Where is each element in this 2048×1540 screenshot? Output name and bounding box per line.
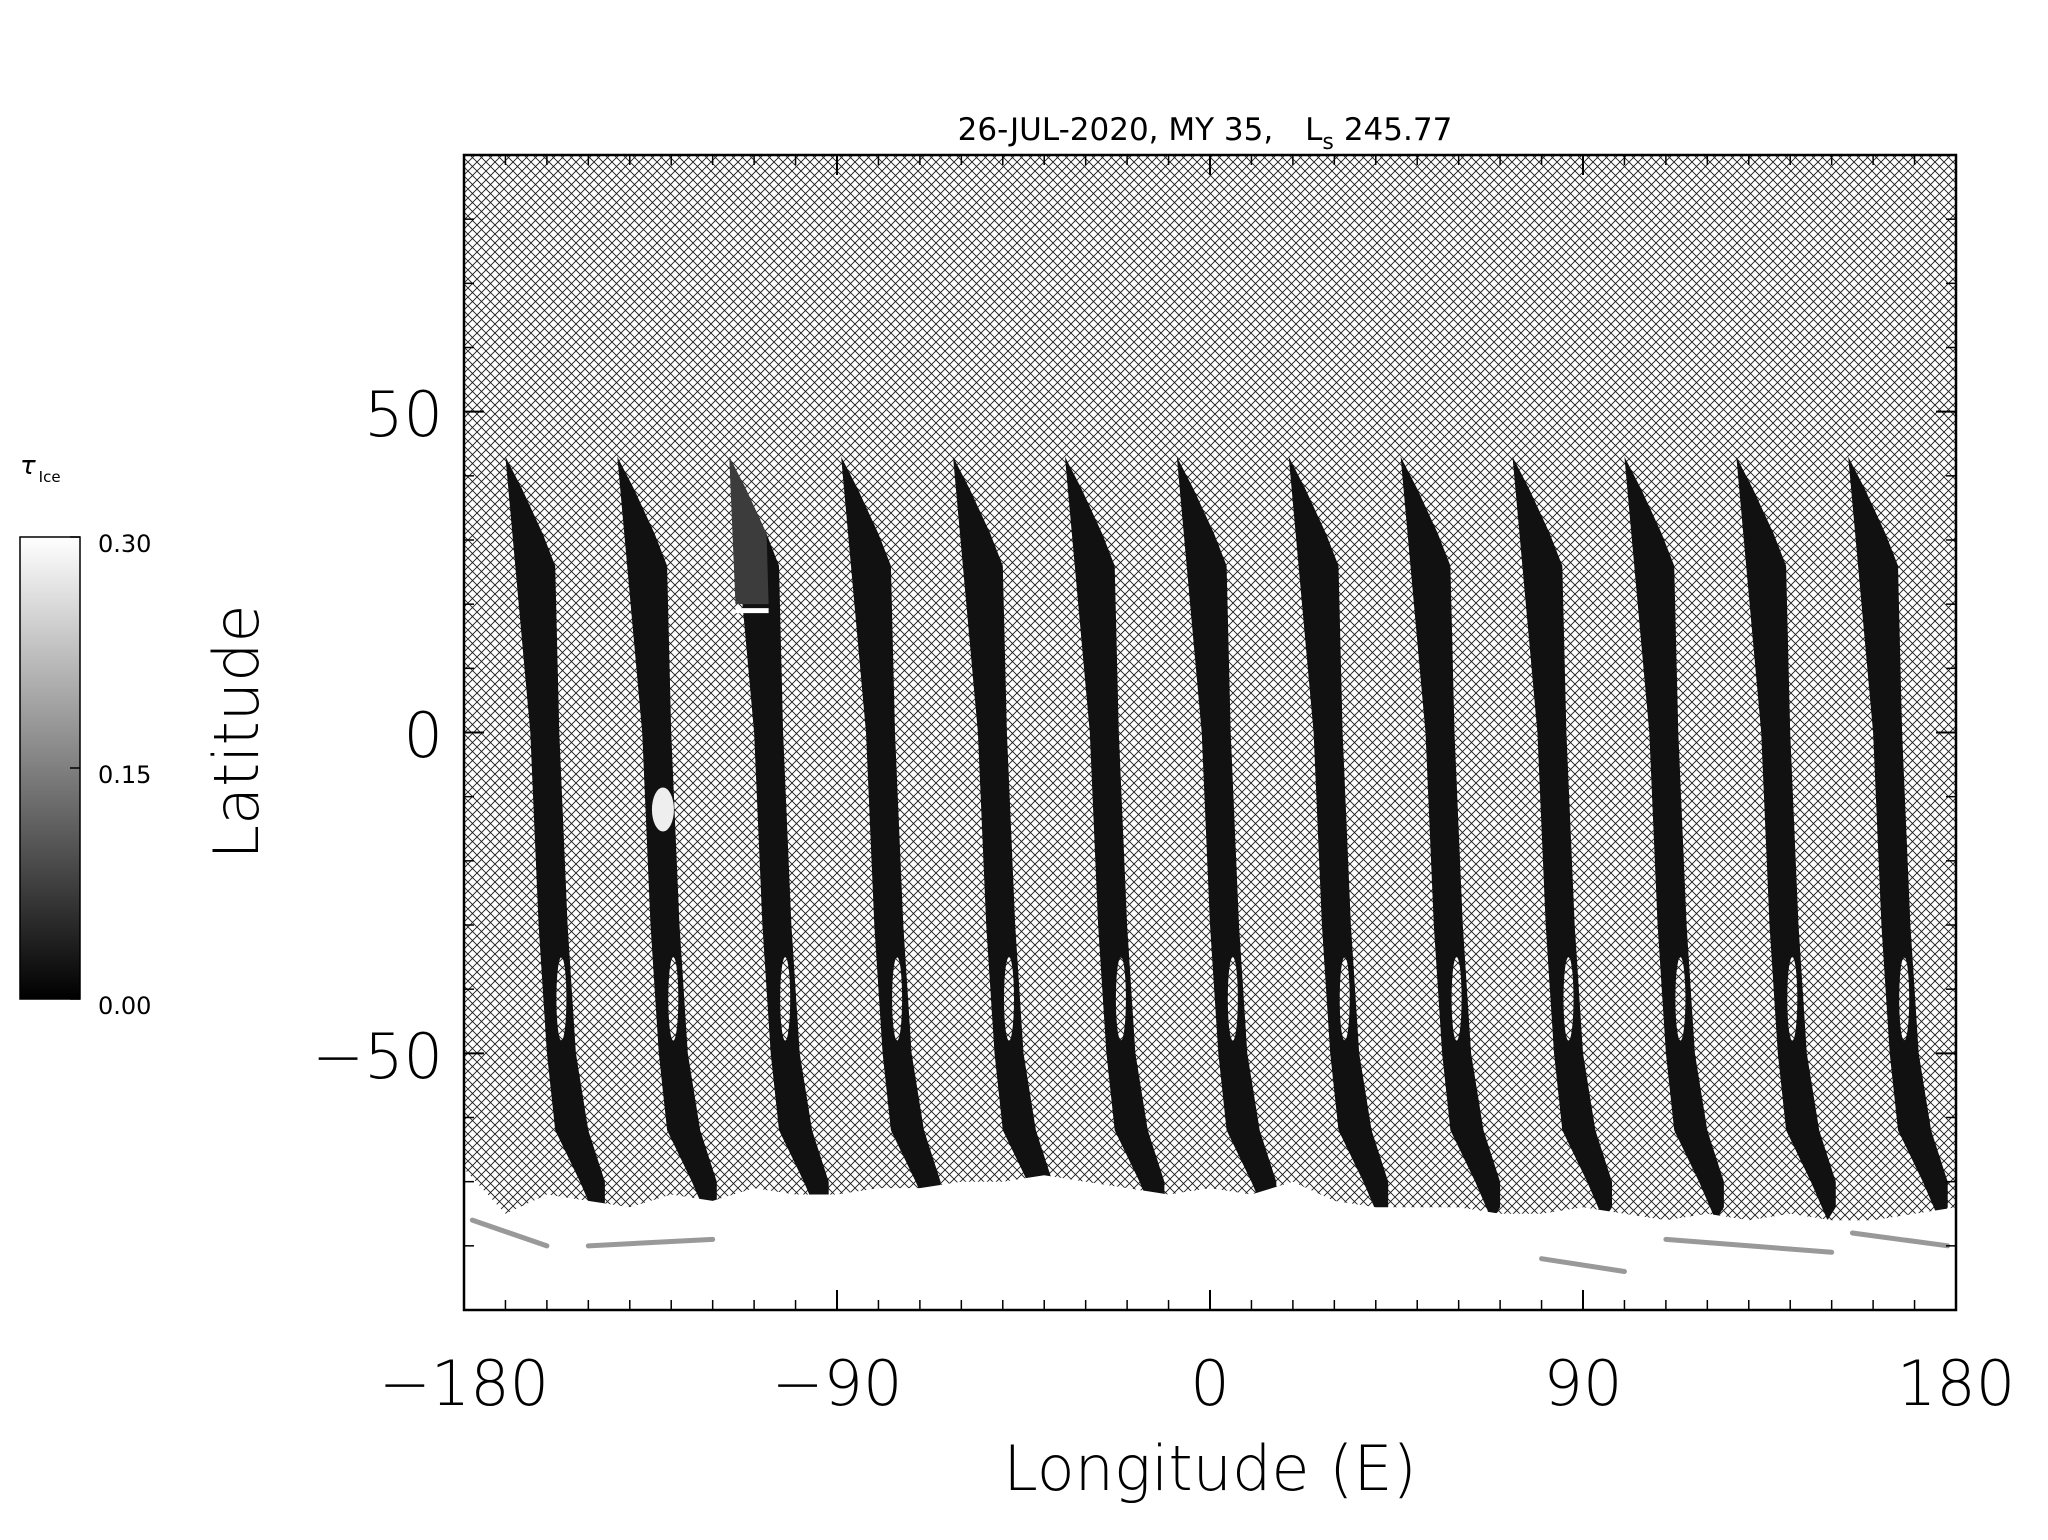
y-tick-label: 50 bbox=[364, 378, 443, 451]
swath-gap bbox=[1451, 957, 1462, 1041]
orbit-swath bbox=[1176, 456, 1277, 1221]
swath-gap bbox=[892, 957, 903, 1041]
title-date: 26-JUL-2020, MY 35, bbox=[958, 112, 1274, 148]
colorbar-tick-label: 0.30 bbox=[98, 530, 151, 558]
colorbar-title: τ Ice bbox=[20, 451, 61, 486]
cloud-spot bbox=[651, 787, 674, 832]
orbit-swath bbox=[841, 456, 941, 1221]
x-tick-label: 180 bbox=[1897, 1347, 2015, 1420]
swath-gap bbox=[1675, 957, 1686, 1041]
orbit-swath bbox=[1512, 456, 1612, 1221]
colorbar-tick-label: 0.00 bbox=[98, 992, 151, 1020]
orbit-swath bbox=[1624, 456, 1724, 1221]
swath-gap bbox=[1563, 957, 1574, 1041]
swath-bright-patch bbox=[729, 456, 769, 605]
polar-cap-streak bbox=[469, 1217, 550, 1249]
swath-gap bbox=[1004, 957, 1014, 1041]
orbit-swath bbox=[1736, 456, 1836, 1221]
x-tick-label: −180 bbox=[379, 1347, 549, 1420]
orbit-swath bbox=[729, 456, 829, 1221]
swath-gap bbox=[556, 957, 567, 1041]
orbit-swath bbox=[1848, 456, 1948, 1221]
swath-gap bbox=[780, 957, 791, 1041]
orbit-swath bbox=[1400, 456, 1501, 1221]
orbit-swath bbox=[617, 456, 717, 1221]
polar-cap-streak bbox=[1849, 1230, 1951, 1249]
y-tick-label: −50 bbox=[312, 1020, 443, 1093]
x-tick-labels: −180 −90 0 90 180 bbox=[379, 1347, 2015, 1420]
y-axis-title: Latitude bbox=[200, 604, 273, 859]
swath-gap bbox=[1227, 957, 1238, 1041]
colorbar: τ Ice 0.30 0.15 0.00 bbox=[19, 451, 151, 1020]
title-ls: L bbox=[1305, 112, 1323, 148]
minor-ticks bbox=[464, 154, 1956, 1311]
colorbar-tick-label: 0.15 bbox=[98, 761, 151, 789]
x-tick-label: −90 bbox=[772, 1347, 903, 1420]
y-tick-label: 0 bbox=[404, 699, 443, 772]
swath-gap bbox=[1339, 957, 1350, 1041]
orbit-swath bbox=[953, 456, 1053, 1221]
swath-gap bbox=[1787, 957, 1798, 1041]
x-tick-label: 0 bbox=[1190, 1347, 1229, 1420]
polar-cap-streak bbox=[1539, 1256, 1627, 1274]
swath-gap bbox=[1115, 957, 1126, 1041]
x-tick-label: 90 bbox=[1544, 1347, 1623, 1420]
chart-title: 26-JUL-2020, MY 35, Ls 245.77 bbox=[958, 112, 1453, 155]
swath-gap bbox=[1899, 957, 1910, 1041]
title-ls-sub: s bbox=[1322, 130, 1333, 155]
orbit-swath bbox=[1288, 456, 1389, 1221]
orbit-swath bbox=[505, 456, 605, 1221]
south-polar-cap bbox=[464, 1168, 1956, 1310]
colorbar-symbol: τ bbox=[20, 451, 36, 481]
x-axis-title: Longitude (E) bbox=[1003, 1432, 1416, 1505]
swath-gap bbox=[668, 957, 679, 1041]
title-ls-value: 245.77 bbox=[1344, 112, 1452, 148]
polar-cap-streak bbox=[1663, 1236, 1835, 1255]
polar-cap-streak bbox=[585, 1236, 716, 1249]
y-tick-labels: −50 0 50 bbox=[312, 378, 443, 1093]
major-ticks bbox=[463, 155, 1957, 1310]
orbit-swath bbox=[1064, 456, 1165, 1221]
colorbar-subscript: Ice bbox=[39, 468, 61, 486]
plot-content bbox=[464, 456, 1956, 1310]
